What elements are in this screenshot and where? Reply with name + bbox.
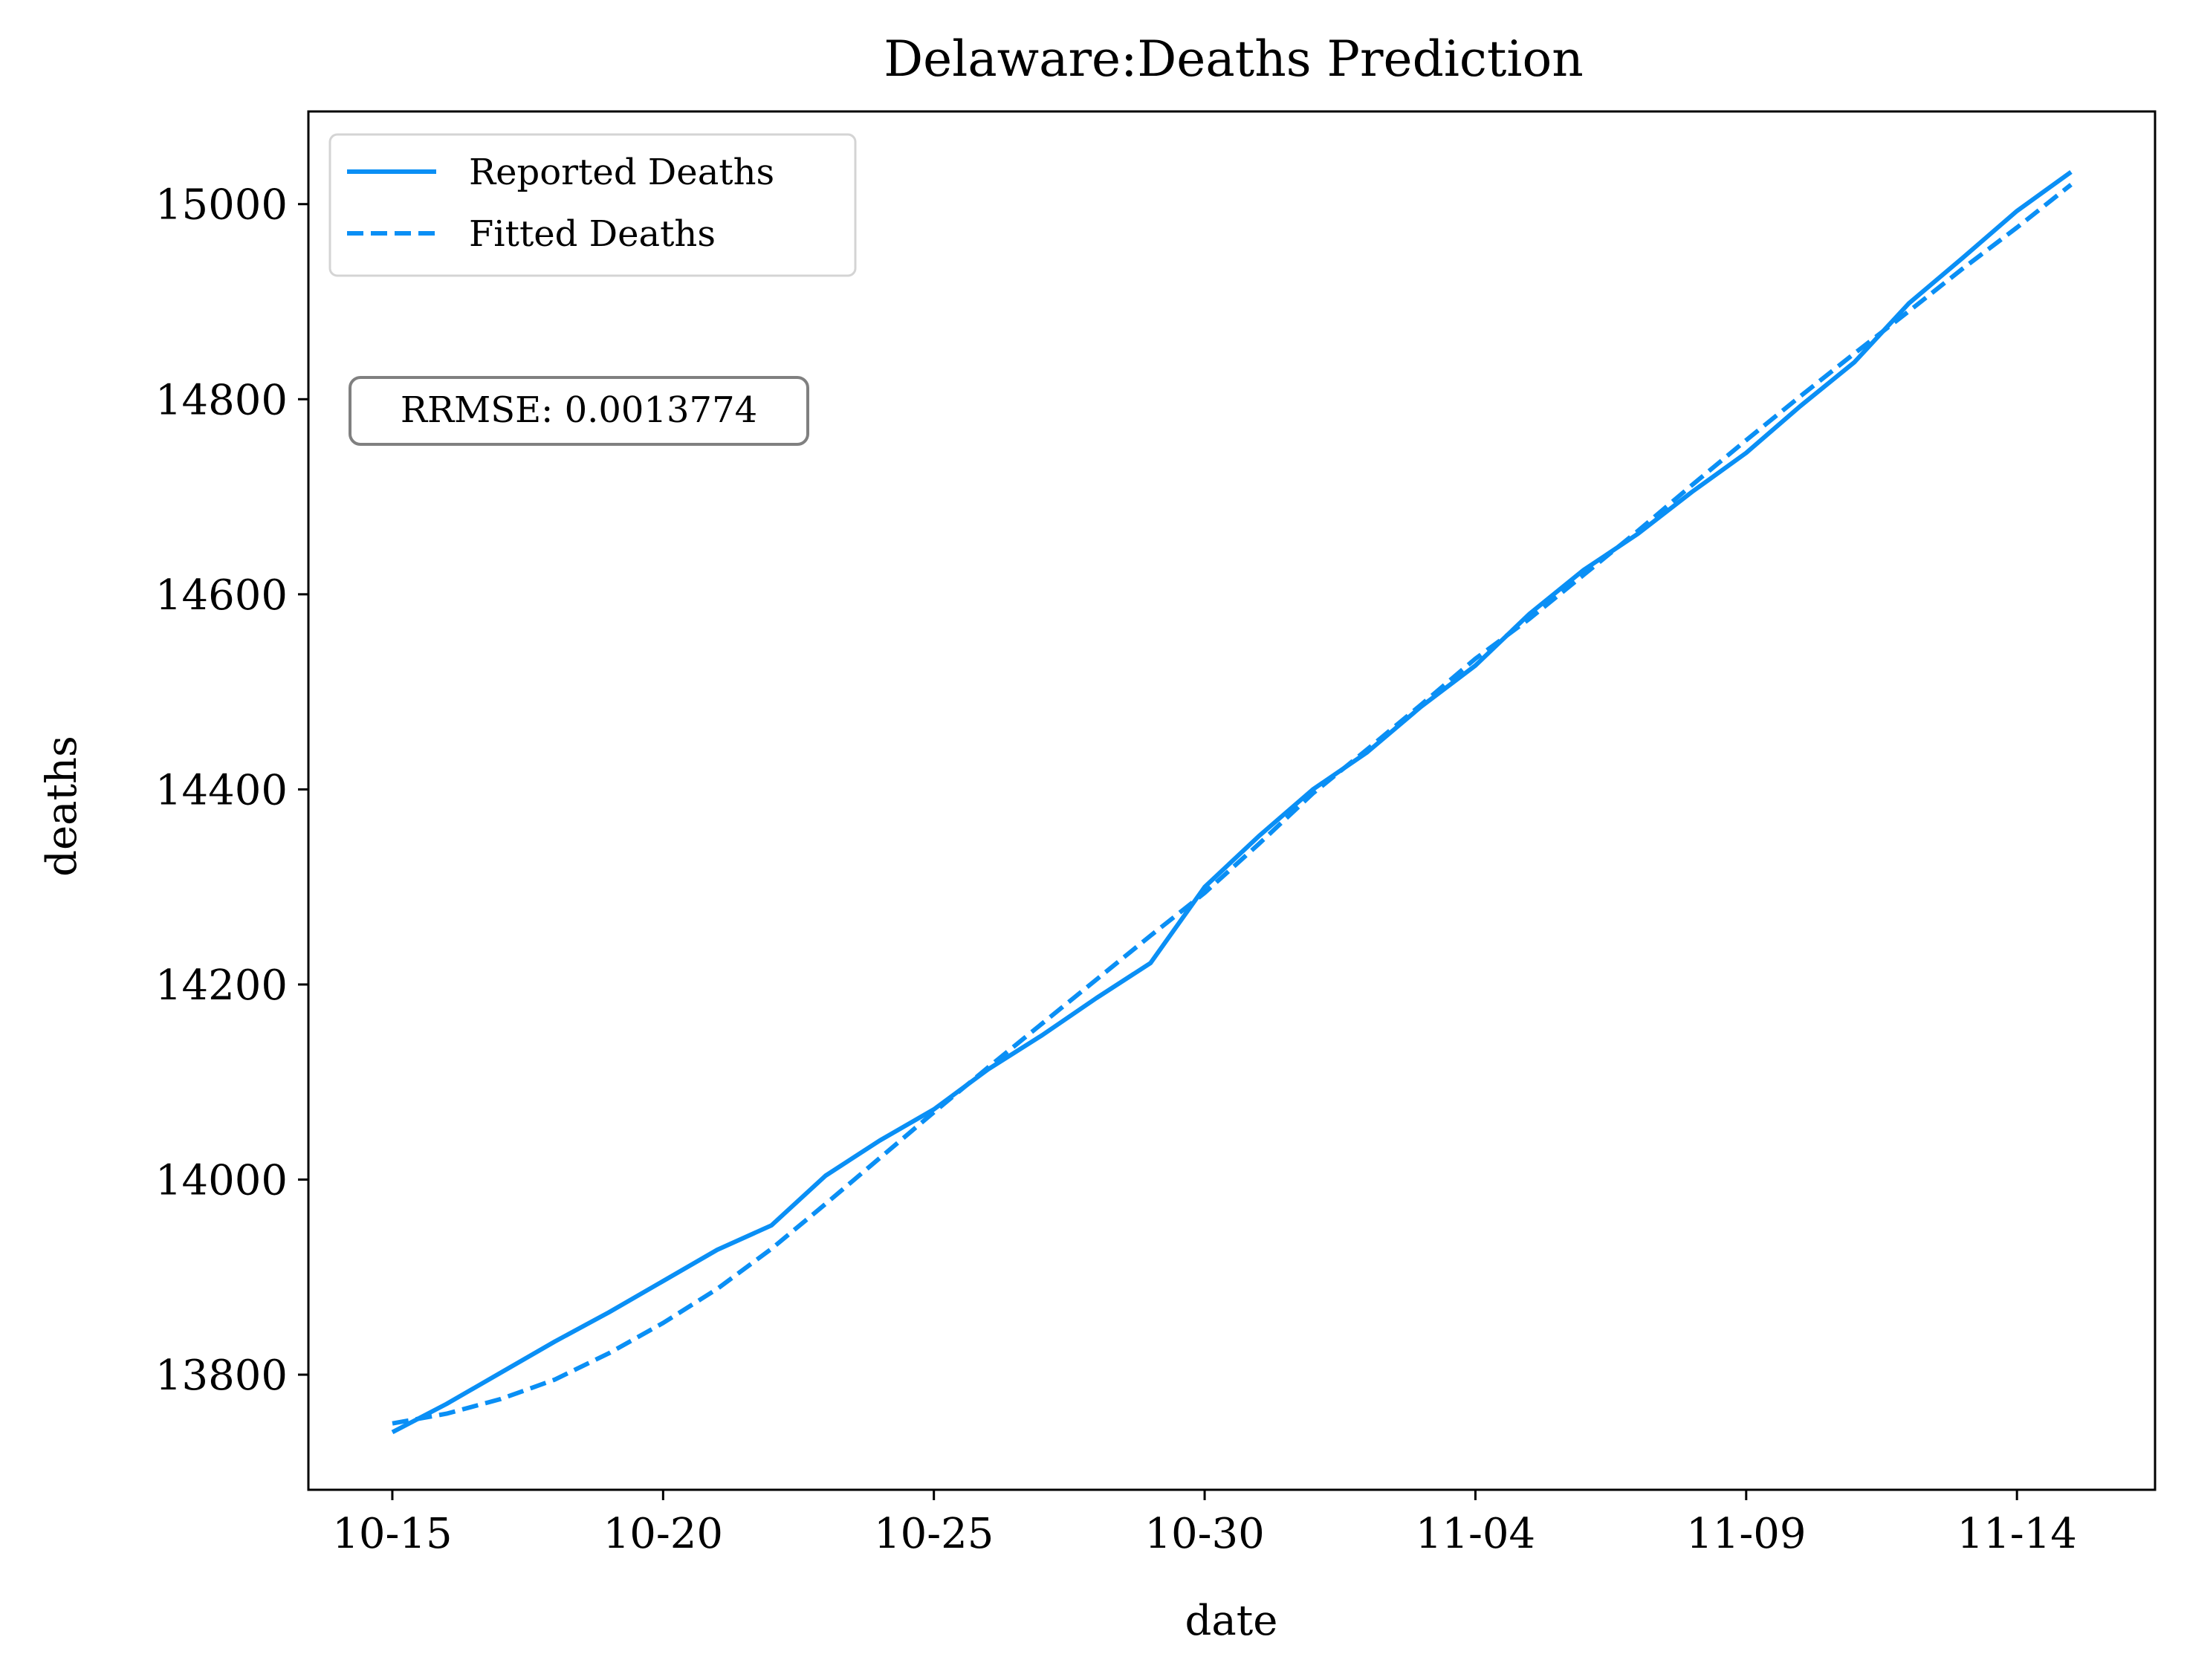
legend-box bbox=[328, 133, 857, 277]
y-tick-label: 15000 bbox=[155, 181, 288, 230]
chart-title: Delaware:Deaths Prediction bbox=[884, 30, 1584, 88]
x-tick-label: 11-14 bbox=[1957, 1510, 2076, 1558]
x-tick-label: 10-25 bbox=[874, 1510, 994, 1558]
x-tick-label: 10-15 bbox=[332, 1510, 452, 1558]
x-tick-label: 11-09 bbox=[1686, 1510, 1806, 1558]
y-tick-label: 14400 bbox=[155, 766, 288, 814]
series-line-fitted-deaths bbox=[392, 183, 2073, 1426]
legend: Reported Deaths Fitted Deaths bbox=[328, 133, 857, 277]
y-tick-label: 14600 bbox=[155, 571, 288, 620]
plot-lines bbox=[391, 169, 2073, 1435]
x-tick-label: 10-30 bbox=[1144, 1510, 1264, 1558]
annotation-text: RRMSE: 0.0013774 bbox=[401, 389, 757, 431]
series-line-reported-deaths bbox=[391, 169, 2073, 1435]
legend-label-fitted: Fitted Deaths bbox=[469, 213, 716, 255]
plot-frame bbox=[307, 110, 2157, 1491]
x-axis-ticks: 10-15 10-20 10-25 10-30 11-04 11-09 11-14 bbox=[332, 1490, 2077, 1558]
y-tick-label: 14200 bbox=[155, 961, 288, 1010]
y-tick-label: 14800 bbox=[155, 376, 288, 424]
x-tick-label: 10-20 bbox=[603, 1510, 723, 1558]
x-tick-label: 11-04 bbox=[1416, 1510, 1535, 1558]
y-axis-label: deaths bbox=[38, 736, 86, 877]
y-tick-label: 14000 bbox=[155, 1157, 288, 1205]
rrmse-annotation: RRMSE: 0.0013774 bbox=[349, 376, 809, 446]
y-axis-ticks: 13800 14000 14200 14400 14600 14800 15000 bbox=[155, 181, 308, 1400]
annotation-box bbox=[349, 376, 809, 446]
x-axis-label: date bbox=[1185, 1597, 1278, 1645]
y-tick-label: 13800 bbox=[155, 1352, 288, 1400]
legend-label-reported: Reported Deaths bbox=[469, 152, 774, 193]
